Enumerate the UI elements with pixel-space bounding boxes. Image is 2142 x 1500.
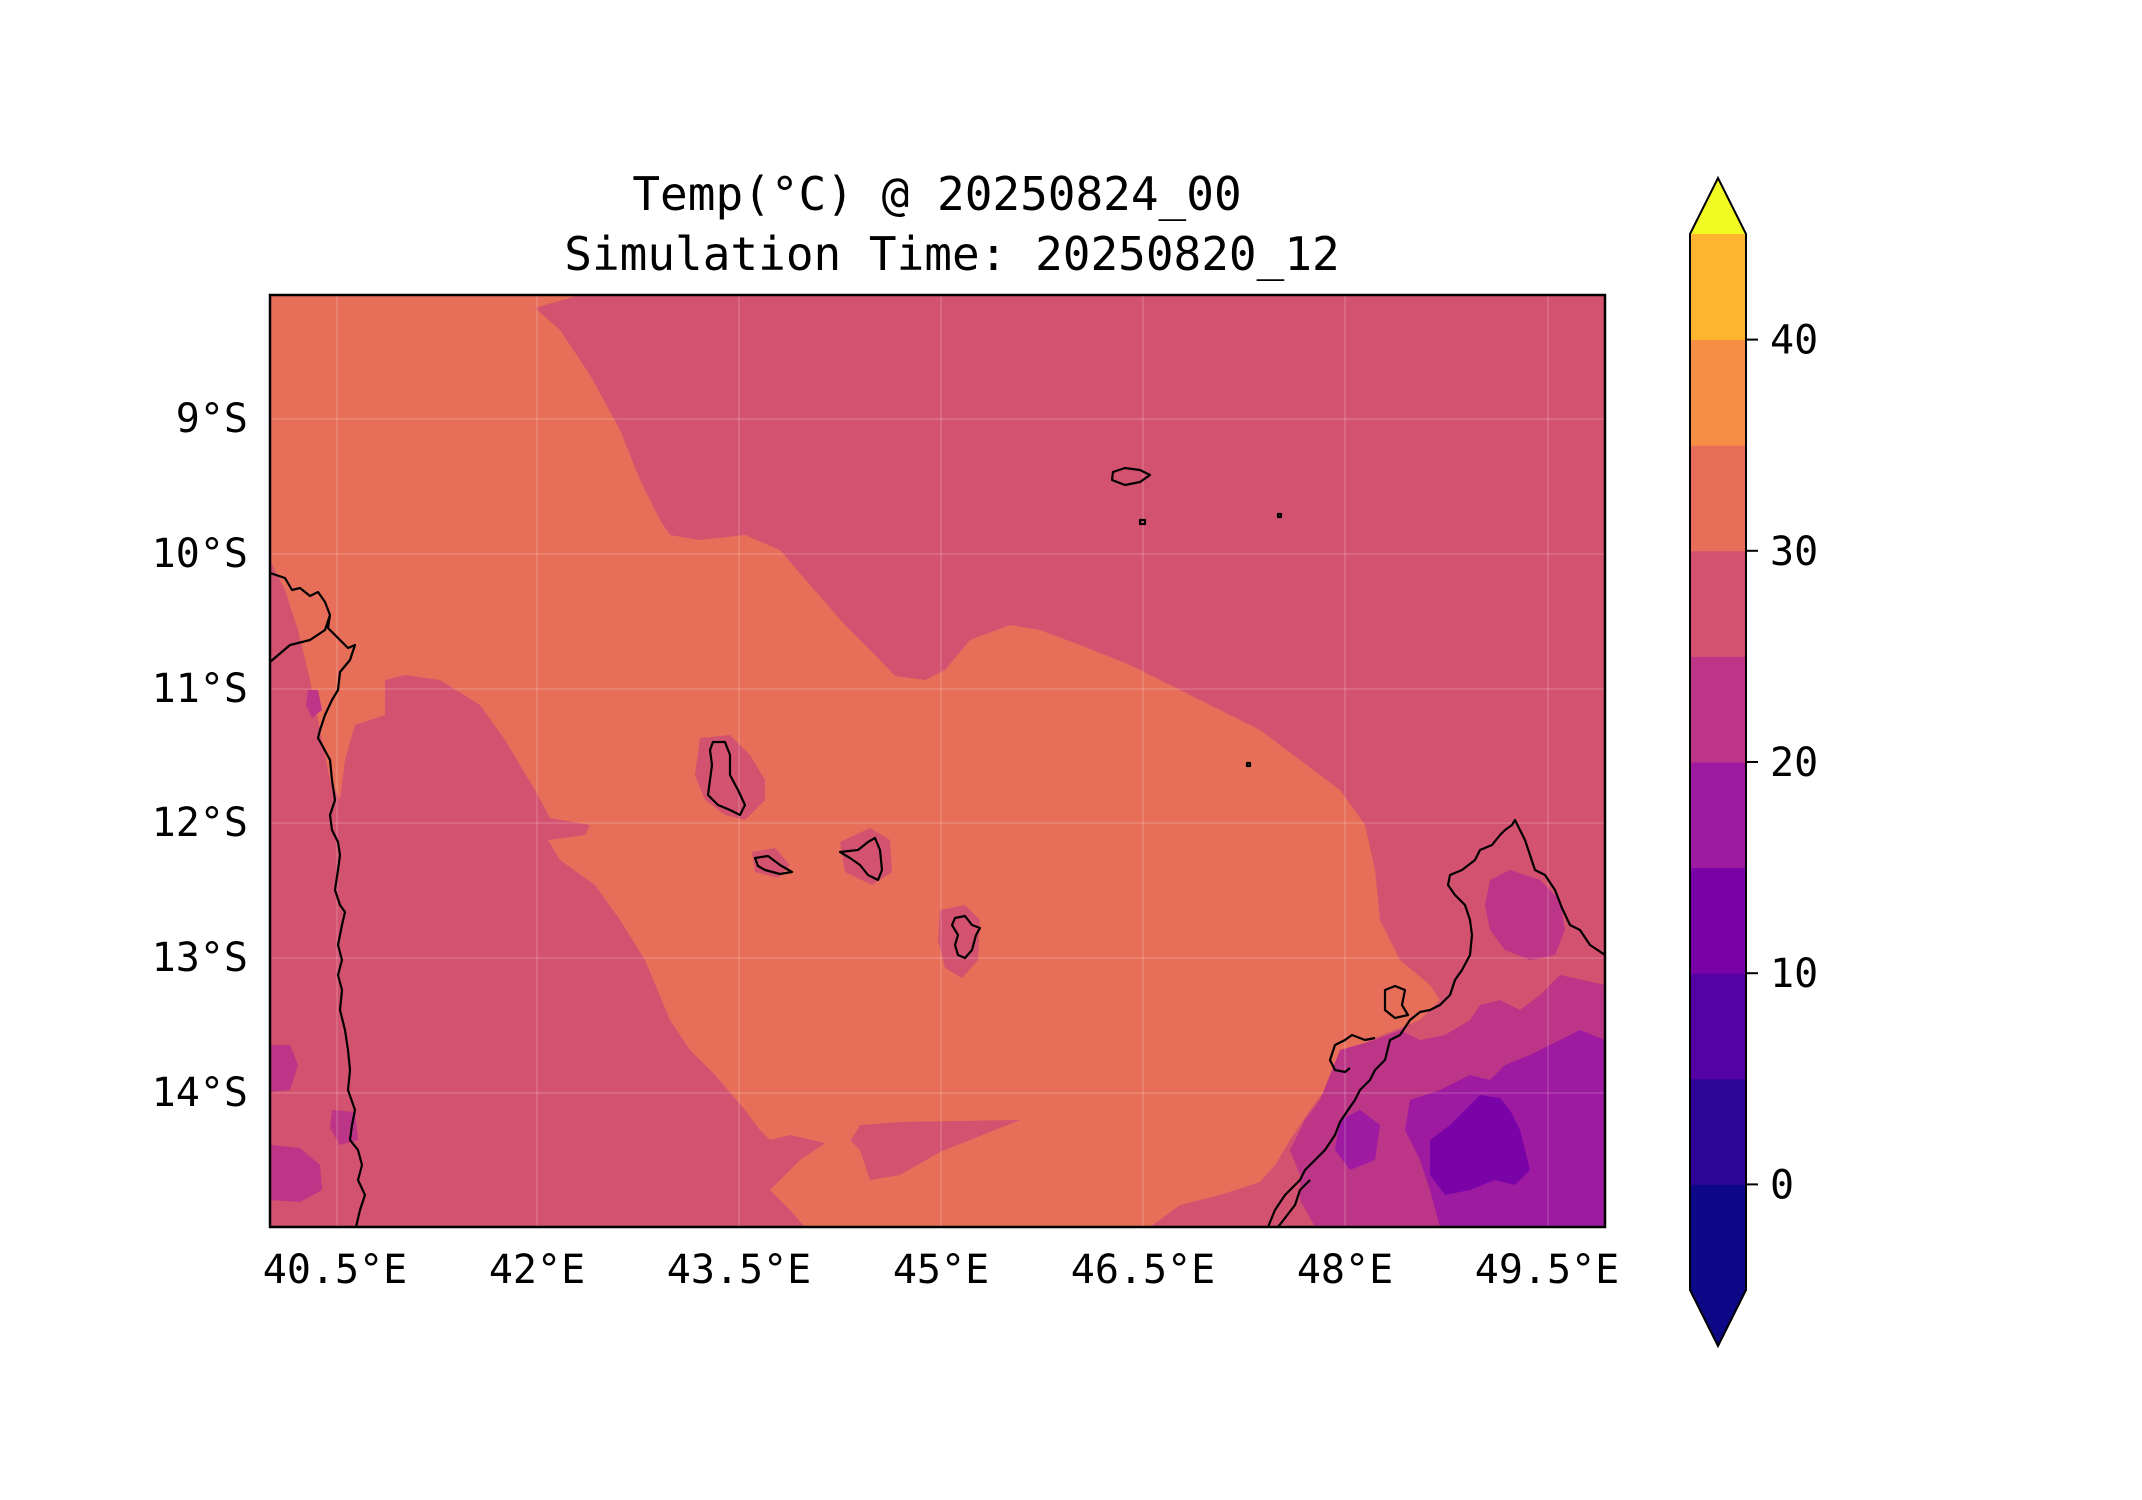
temperature-field-10-15-small (1335, 1110, 1380, 1170)
colorbar-tick-label: 10 (1770, 951, 1818, 997)
temperature-field-15-20-west-1 (270, 1145, 322, 1202)
lon-tick-label: 40.5°E (263, 1247, 408, 1293)
colorbar-extend-high (1690, 178, 1746, 234)
colorbar-tick-label: 40 (1770, 318, 1818, 364)
lat-tick-label: 9°S (176, 396, 248, 442)
map-plot-area (270, 295, 1605, 1227)
coastline-assumption (1138, 518, 1147, 526)
coastlines (270, 466, 1605, 1227)
coastline-madagascar-sw (1277, 1179, 1311, 1227)
coastline-moheli (753, 854, 794, 876)
longitude-tick-labels: 40.5°E 42°E 43.5°E 45°E 46.5°E 48°E 49.5… (263, 1247, 1620, 1293)
temperature-field-25-30 (270, 295, 1440, 1227)
colorbar: 0 10 20 30 40 (1689, 175, 1818, 1349)
colorbar-bin (1690, 867, 1746, 974)
lat-tick-label: 11°S (152, 666, 248, 712)
temperature-field-15-20-northeast (1485, 870, 1565, 960)
lon-tick-label: 46.5°E (1071, 1247, 1216, 1293)
map-title-line-1: Temp(°C) @ 20250824_00 (632, 167, 1241, 221)
colorbar-bin (1690, 656, 1746, 763)
lon-tick-label: 43.5°E (667, 1247, 812, 1293)
coastline-cosmoledo (1276, 512, 1283, 519)
temperature-field-15-20-west-3 (306, 690, 322, 718)
map-frame (268, 293, 1607, 1229)
colorbar-bin (1690, 550, 1746, 657)
island-halo-moheli (752, 848, 790, 878)
lon-tick-label: 49.5°E (1475, 1247, 1620, 1293)
colorbar-outline (1689, 175, 1747, 1349)
coastline-aldabra (1110, 466, 1152, 487)
coastline-grande-comore (706, 740, 747, 817)
coastline-africa-inlet (270, 614, 332, 663)
lat-tick-label: 13°S (152, 935, 248, 981)
coastline-mayotte (950, 914, 982, 960)
coastline-madagascar-bay (1328, 1033, 1376, 1074)
colorbar-tick-label: 30 (1770, 529, 1818, 575)
colorbar-tick-label: 20 (1770, 740, 1818, 786)
lon-tick-label: 48°E (1297, 1247, 1393, 1293)
colorbar-bin (1690, 234, 1746, 341)
island-halo-anjouan (840, 828, 892, 885)
colorbar-bin (1690, 339, 1746, 446)
map-gridlines (270, 295, 1605, 1227)
colorbar-bin (1690, 445, 1746, 552)
coastline-madagascar-north (1266, 818, 1605, 1227)
lon-tick-label: 45°E (893, 1247, 989, 1293)
lat-tick-label: 14°S (152, 1070, 248, 1116)
coastline-anjouan (838, 836, 884, 882)
latitude-tick-labels: 9°S 10°S 11°S 12°S 13°S 14°S (152, 396, 248, 1116)
lat-tick-label: 12°S (152, 800, 248, 846)
temperature-field-5-10 (1430, 1095, 1530, 1195)
colorbar-tick-label: 0 (1770, 1162, 1794, 1208)
colorbar-bin (1690, 762, 1746, 869)
colorbar-extend-low (1690, 1290, 1746, 1346)
temperature-field-15-20-west-2 (270, 1045, 298, 1092)
coastline-glorioso (1245, 761, 1252, 768)
lon-tick-label: 42°E (489, 1247, 585, 1293)
colorbar-bin (1690, 1078, 1746, 1185)
coastline-nosy-be (1383, 984, 1410, 1020)
lat-tick-label: 10°S (152, 531, 248, 577)
colorbar-bin (1690, 1184, 1746, 1291)
map-title-line-2: Simulation Time: 20250820_12 (564, 227, 1339, 281)
colorbar-bin (1690, 973, 1746, 1080)
coastline-africa (270, 571, 367, 1227)
